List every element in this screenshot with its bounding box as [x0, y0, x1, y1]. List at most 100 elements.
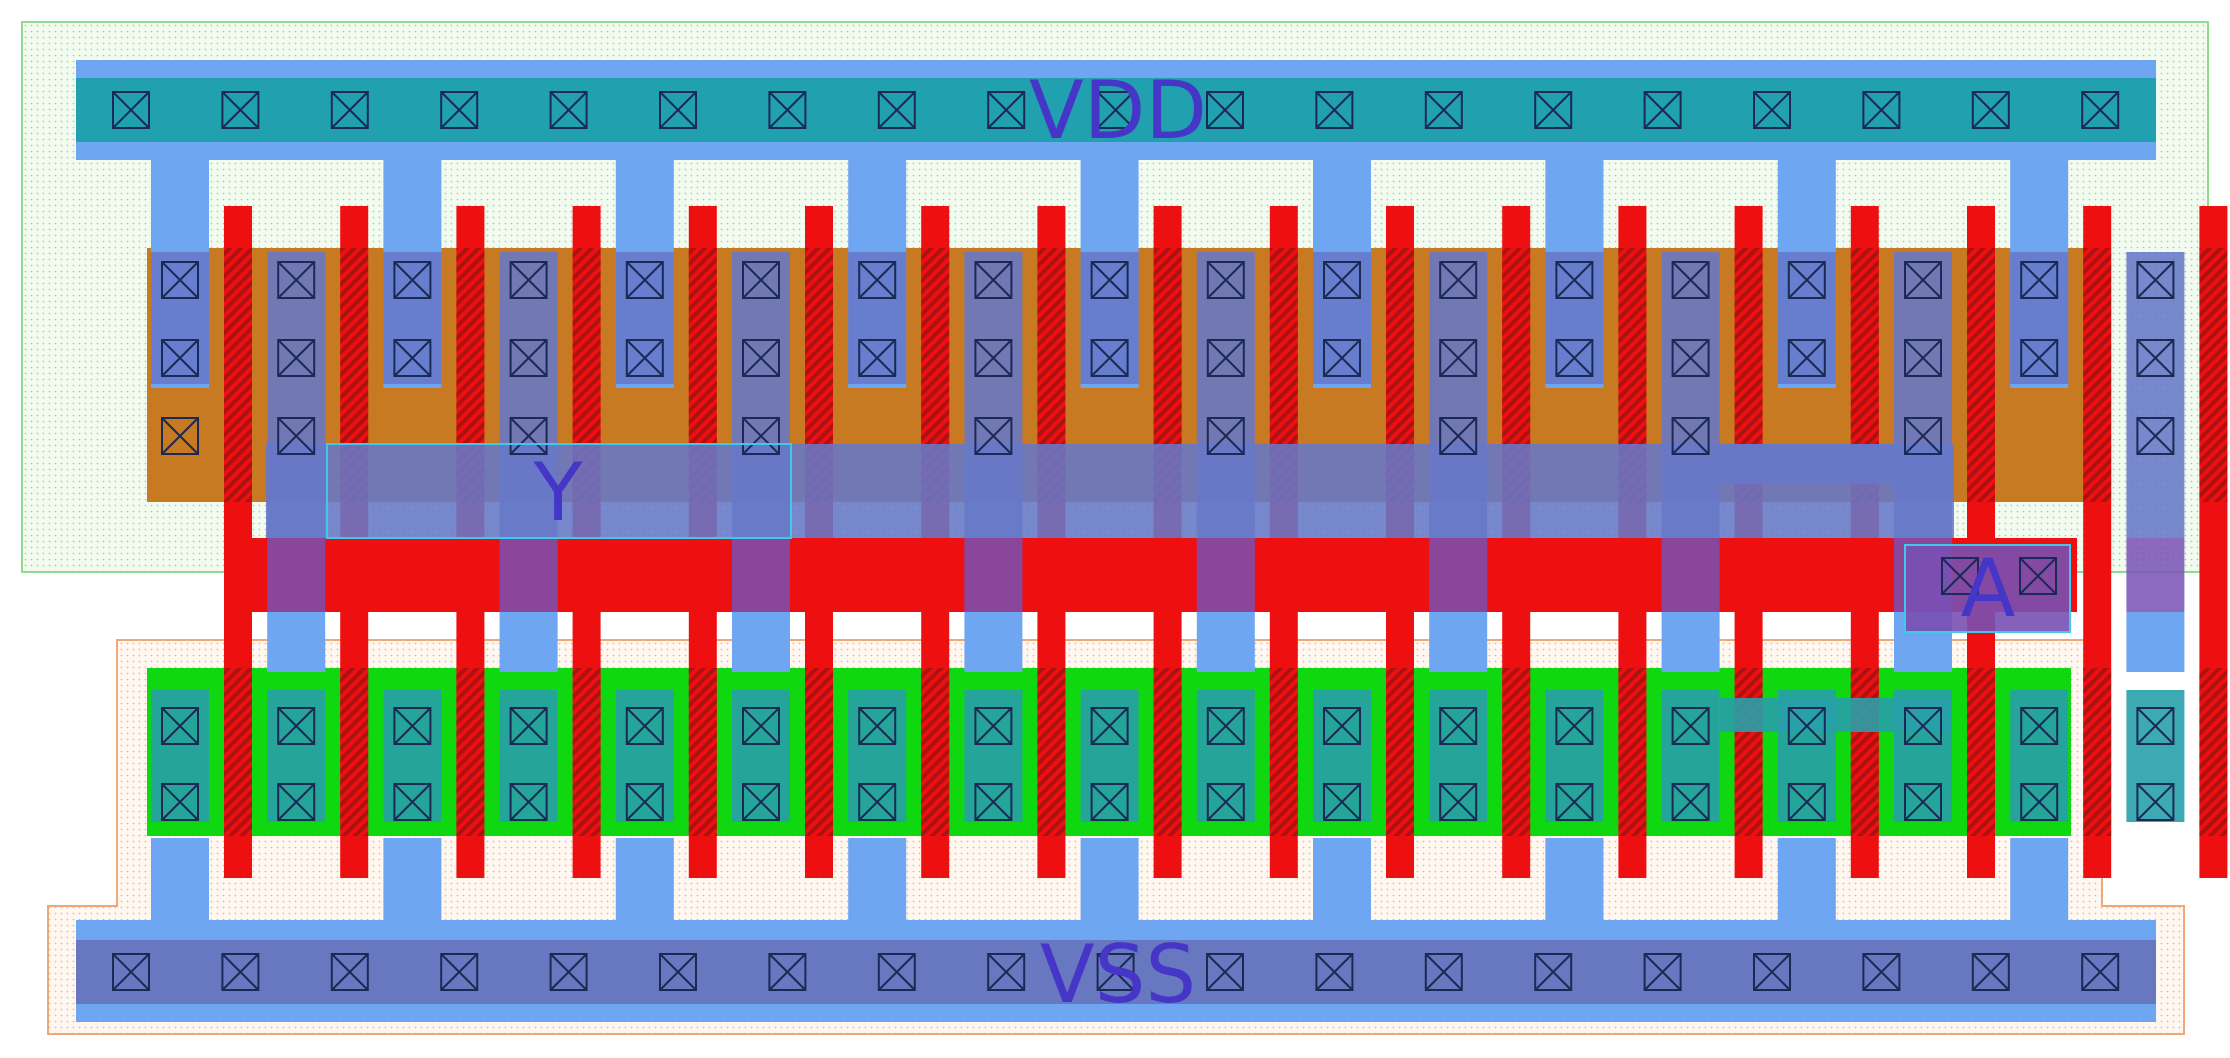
nmos-drain-strip — [267, 690, 326, 822]
nmos-gate — [921, 668, 950, 836]
contact-box — [393, 339, 432, 377]
contact-box — [1206, 783, 1245, 821]
pmos-contact — [509, 417, 548, 455]
contact-cross — [1788, 783, 1826, 821]
pmos-contact — [1787, 261, 1826, 299]
nmos-contact — [1323, 783, 1361, 821]
pmos-contact — [393, 339, 432, 377]
pmos-gate — [2083, 248, 2112, 502]
nmos-gate — [2083, 668, 2112, 836]
nmos-gate — [1269, 668, 1298, 836]
pmos-contact — [1904, 417, 1942, 455]
pin-y-box[interactable] — [326, 443, 792, 539]
contact-box — [2020, 261, 2059, 299]
pmos-source-strip — [1080, 252, 1139, 384]
contact-box — [161, 339, 199, 377]
contact-box — [1971, 91, 2010, 129]
vdd-contact — [221, 91, 260, 129]
contact-box — [974, 783, 1013, 821]
contact-cross — [858, 261, 896, 299]
contact-box — [277, 417, 316, 455]
vss-contact — [1096, 953, 1135, 991]
contact-box — [659, 953, 697, 991]
input-a-pad — [1905, 545, 2070, 632]
contact-cross — [112, 91, 150, 129]
contact-cross — [1788, 707, 1826, 745]
contact-cross — [277, 707, 315, 745]
nmos-drain-strip — [1661, 690, 1720, 822]
nmos-contact — [1555, 783, 1594, 821]
contact-box — [1941, 557, 1979, 595]
contact-cross — [1534, 953, 1572, 991]
contact-box — [877, 953, 916, 991]
vdd-contact — [877, 91, 916, 129]
pin-a-box[interactable] — [1904, 544, 2071, 633]
vss-contact — [1315, 953, 1354, 991]
pmos-contact — [277, 339, 316, 377]
contact-cross — [1206, 953, 1244, 991]
contact-box — [1206, 417, 1245, 455]
nmos-source-strip — [1080, 690, 1139, 822]
contact-cross — [1439, 783, 1477, 821]
contact-cross — [2020, 339, 2058, 377]
contact-cross — [974, 783, 1013, 821]
contact-cross — [1425, 91, 1463, 129]
vss-contact — [768, 953, 807, 991]
contact-box — [1439, 783, 1478, 821]
vdd-contact — [1753, 91, 1791, 129]
metal1-overlay — [151, 252, 2185, 822]
vdd-contact — [659, 91, 697, 129]
vss-label: VSS — [1040, 928, 1196, 1021]
contact-box — [659, 91, 697, 129]
contact-box — [1787, 339, 1826, 377]
contact-cross — [742, 339, 780, 377]
pmos-drain-strip — [2126, 252, 2185, 538]
contact-box — [974, 417, 1013, 455]
vss-contact — [1424, 953, 1463, 991]
contact-cross — [2136, 783, 2175, 821]
contact-box — [330, 91, 369, 129]
contact-box — [509, 417, 548, 455]
pmos-contact — [625, 261, 664, 299]
contact-cross — [509, 339, 548, 377]
pmos-contact — [1904, 261, 1942, 299]
output-y-bus — [266, 444, 1954, 538]
contact-cross — [393, 707, 432, 745]
nmos-contact — [509, 783, 548, 821]
vdd-contact — [1096, 91, 1135, 129]
contact-cross — [1671, 707, 1710, 745]
contact-cross — [277, 417, 315, 455]
contact-cross — [987, 953, 1025, 991]
output-strap — [964, 612, 1023, 672]
contact-box — [1424, 953, 1463, 991]
nmos-contact — [509, 707, 548, 745]
pmos-contact — [2020, 261, 2059, 299]
contact-cross — [393, 261, 432, 299]
contact-cross — [1090, 339, 1129, 377]
contact-box — [1424, 91, 1463, 129]
pmos-contact — [161, 339, 199, 377]
vss-strap — [1545, 838, 1604, 928]
contact-box — [1904, 339, 1942, 377]
nmos-gate — [688, 668, 717, 836]
contact-box — [161, 707, 199, 745]
nmos-gate — [456, 668, 485, 836]
nmos-drain-strip — [964, 690, 1023, 822]
contact-cross — [1862, 953, 1901, 991]
contact-box — [858, 261, 897, 299]
contact-cross — [1207, 339, 1245, 377]
pmos-source-strip — [1777, 252, 1836, 384]
contact-box — [858, 339, 897, 377]
nmos-source-strip — [383, 690, 442, 822]
nmos-link — [1720, 698, 1952, 732]
contact-cross — [1671, 783, 1710, 821]
vdd-contact — [112, 91, 150, 129]
contact-cross — [742, 261, 780, 299]
contact-box — [1555, 339, 1594, 377]
contact-cross — [768, 953, 807, 991]
contact-cross — [626, 783, 664, 821]
contact-box — [858, 707, 897, 745]
contact-box — [509, 783, 548, 821]
nmos-contact — [2136, 783, 2175, 821]
pmos-contact — [2136, 261, 2175, 299]
